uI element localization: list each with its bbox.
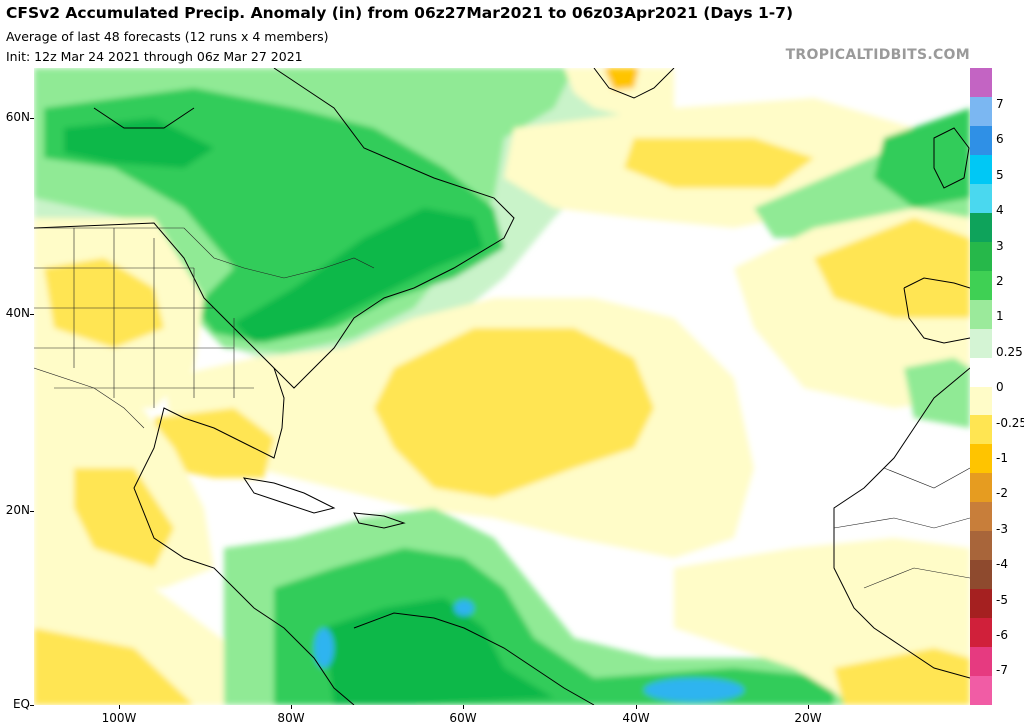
colorbar-swatch bbox=[970, 241, 992, 272]
brand-watermark: TROPICALTIDBITS.COM bbox=[785, 47, 970, 63]
coastline-hudson bbox=[93, 107, 195, 129]
lon-label-80w: 80W bbox=[277, 711, 305, 725]
colorbar-label: -1 bbox=[996, 451, 1008, 465]
anomaly-blue-lesser-antilles bbox=[454, 600, 474, 616]
colorbar-swatch bbox=[970, 96, 992, 127]
lat-tick-40n bbox=[30, 314, 34, 315]
lon-tick-20w bbox=[808, 705, 809, 709]
colorbar-swatch bbox=[970, 68, 992, 98]
colorbar-swatch bbox=[970, 473, 992, 503]
colorbar-swatch bbox=[970, 386, 992, 416]
colorbar-swatch bbox=[970, 212, 992, 243]
colorbar-label: 5 bbox=[996, 167, 1004, 182]
lon-label-20w: 20W bbox=[794, 711, 822, 725]
precip-anomaly-map bbox=[34, 68, 970, 705]
lon-label-100w: 100W bbox=[101, 711, 137, 725]
coastline-uk bbox=[933, 127, 970, 189]
lon-label-40w: 40W bbox=[622, 711, 650, 725]
anomaly-yellow-mexico bbox=[74, 468, 174, 568]
anomaly-yellow-southwest bbox=[34, 628, 194, 705]
colorbar-swatch bbox=[970, 444, 992, 474]
colorbar-swatch bbox=[970, 328, 992, 359]
lon-tick-60w bbox=[463, 705, 464, 709]
coastline-south-america bbox=[353, 612, 595, 705]
colorbar-swatch bbox=[970, 676, 992, 706]
map-title: CFSv2 Accumulated Precip. Anomaly (in) f… bbox=[6, 4, 794, 22]
border-us-canada bbox=[34, 227, 375, 279]
coastline-iberia bbox=[903, 277, 970, 344]
colorbar-label: 6 bbox=[996, 132, 1004, 147]
colorbar-label: 1 bbox=[996, 309, 1004, 324]
colorbar-label: -2 bbox=[996, 486, 1008, 501]
colorbar-swatch bbox=[970, 502, 992, 532]
coastline-gulf-florida bbox=[133, 367, 355, 705]
colorbar-swatch bbox=[970, 183, 992, 214]
anomaly-green-heavy-canada bbox=[64, 118, 214, 168]
coastline-hispaniola bbox=[353, 512, 406, 529]
anomaly-yellow-gulf-of-guinea bbox=[834, 648, 970, 705]
anomaly-orange-greenland bbox=[604, 68, 639, 90]
colorbar-swatch bbox=[970, 270, 992, 301]
anomaly-blue-panama bbox=[314, 628, 334, 668]
colorbar bbox=[970, 68, 992, 706]
colorbar-label: 4 bbox=[996, 203, 1004, 218]
lon-tick-40w bbox=[636, 705, 637, 709]
colorbar-swatch bbox=[970, 299, 992, 330]
map-subtitle: Average of last 48 forecasts (12 runs x … bbox=[6, 29, 329, 44]
lon-tick-100w bbox=[119, 705, 120, 709]
colorbar-swatch bbox=[970, 357, 992, 387]
anomaly-yellow-east-atlantic bbox=[814, 218, 970, 318]
colorbar-label: -4 bbox=[996, 557, 1008, 572]
colorbar-label: 3 bbox=[996, 238, 1004, 253]
lat-label-60n: 60N bbox=[5, 110, 30, 124]
lat-label-eq: EQ bbox=[12, 697, 30, 711]
map-panel bbox=[34, 68, 970, 705]
colorbar-swatch bbox=[970, 154, 992, 185]
anomaly-blue-amazon bbox=[644, 678, 744, 702]
lat-tick-20n bbox=[30, 511, 34, 512]
colorbar-label: -0.25 bbox=[996, 415, 1024, 430]
colorbar-swatch bbox=[970, 647, 992, 677]
colorbar-label: 0.25 bbox=[996, 344, 1023, 359]
anomaly-yellow-north-atlantic bbox=[624, 138, 814, 188]
colorbar-label: -6 bbox=[996, 628, 1008, 642]
lon-tick-80w bbox=[291, 705, 292, 709]
colorbar-label: -7 bbox=[996, 663, 1008, 678]
lat-label-20n: 20N bbox=[5, 503, 30, 517]
borders bbox=[34, 227, 970, 589]
coastline-cuba bbox=[242, 477, 336, 514]
init-info: Init: 12z Mar 24 2021 through 06z Mar 27… bbox=[6, 49, 303, 64]
coastline-greenland bbox=[593, 68, 675, 99]
colorbar-label: -5 bbox=[996, 592, 1008, 607]
colorbar-label: 7 bbox=[996, 97, 1004, 111]
anomaly-green-uk bbox=[874, 108, 970, 208]
colorbar-swatch bbox=[970, 618, 992, 648]
colorbar-swatch bbox=[970, 125, 992, 156]
lon-label-60w: 60W bbox=[449, 711, 477, 725]
lat-label-40n: 40N bbox=[5, 306, 30, 320]
anomaly-yellow-central-atlantic bbox=[374, 328, 654, 498]
lat-tick-eq bbox=[30, 705, 34, 706]
colorbar-swatch bbox=[970, 589, 992, 619]
colorbar-label: -3 bbox=[996, 521, 1008, 536]
lat-tick-60n bbox=[30, 118, 34, 119]
colorbar-swatch bbox=[970, 560, 992, 590]
anomaly-green-heavy-south-america bbox=[324, 598, 554, 705]
anomaly-green-heavy-northeast bbox=[234, 208, 484, 343]
border-us-mexico bbox=[34, 367, 145, 429]
anomaly-green-west-africa bbox=[904, 358, 970, 428]
coastline-africa bbox=[833, 367, 970, 679]
colorbar-label: 0 bbox=[996, 380, 1004, 395]
colorbar-swatch bbox=[970, 531, 992, 561]
state-lines bbox=[34, 228, 254, 408]
border-africa-interior bbox=[833, 467, 970, 589]
colorbar-swatch bbox=[970, 415, 992, 445]
colorbar-label: 2 bbox=[996, 274, 1004, 288]
anomaly-yellow-gulf bbox=[154, 408, 274, 478]
